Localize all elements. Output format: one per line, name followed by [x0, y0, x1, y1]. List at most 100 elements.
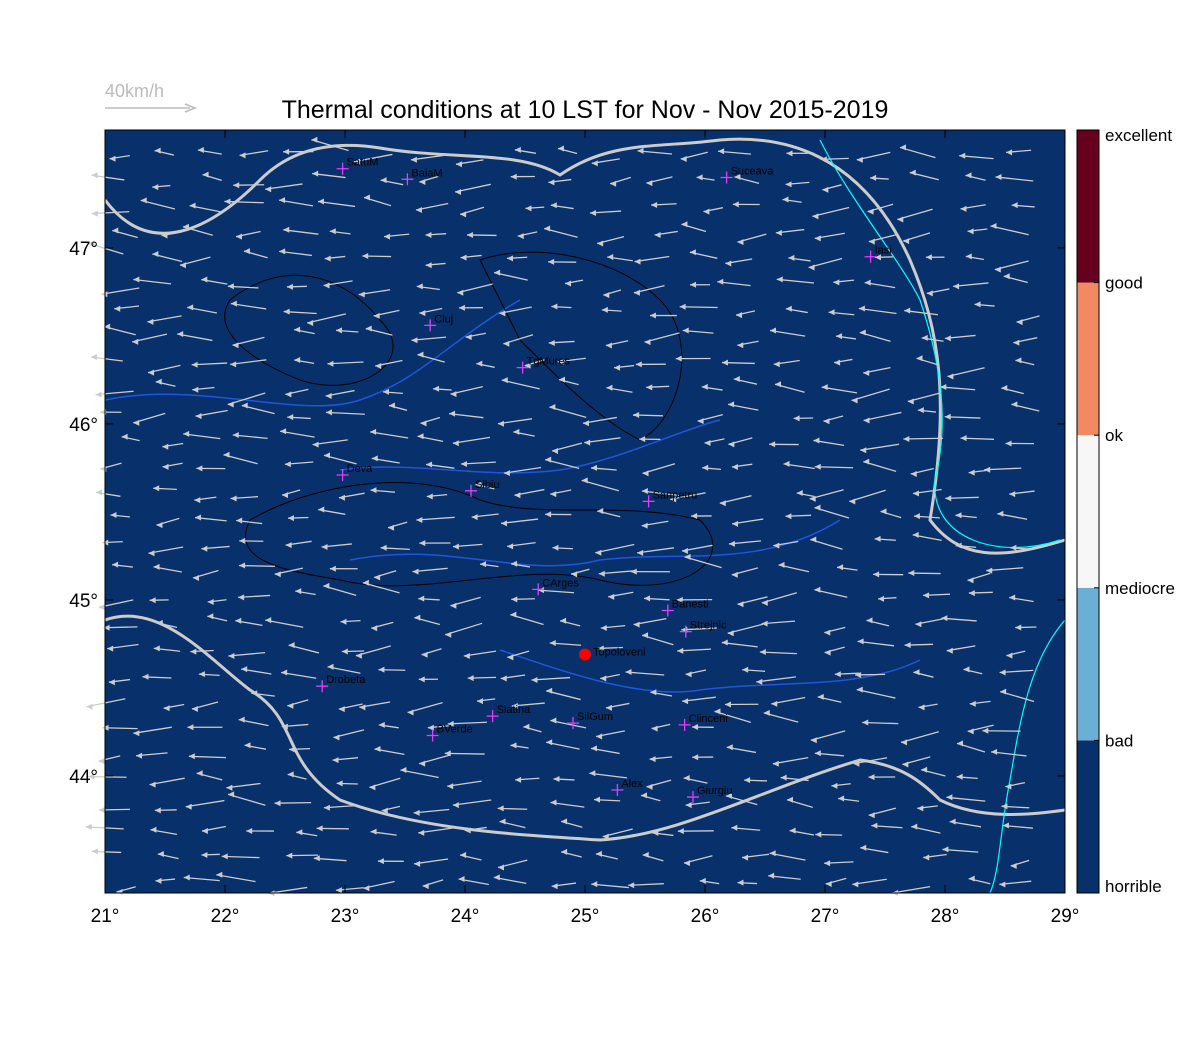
- wind-arrowhead: [411, 337, 418, 344]
- wind-arrowhead: [942, 846, 949, 853]
- wind-arrowhead: [196, 465, 203, 472]
- wind-arrowhead: [742, 666, 749, 673]
- wind-arrowhead: [815, 831, 822, 838]
- wind-arrowhead: [960, 435, 967, 442]
- wind-arrowhead: [732, 201, 739, 208]
- wind-arrowhead: [523, 723, 530, 730]
- wind-arrowhead: [378, 666, 385, 673]
- wind-arrowhead: [500, 675, 507, 682]
- wind-arrowhead: [860, 844, 867, 851]
- wind-arrowhead: [287, 515, 294, 522]
- wind-arrowhead: [228, 652, 235, 659]
- wind-arrowhead: [874, 254, 881, 261]
- wind-arrowhead: [940, 383, 947, 390]
- wind-arrowhead: [282, 492, 289, 499]
- wind-arrowhead: [452, 440, 459, 447]
- wind-arrowhead: [183, 874, 190, 881]
- wind-arrowhead: [644, 595, 651, 602]
- wind-arrowhead: [944, 413, 951, 420]
- wind-arrowhead: [375, 362, 382, 369]
- wind-arrowhead: [121, 433, 128, 440]
- x-tick-label: 25°: [571, 906, 600, 927]
- wind-arrowhead: [955, 512, 962, 519]
- wind-arrowhead: [450, 602, 457, 609]
- wind-arrowhead: [412, 568, 419, 575]
- wind-arrowhead: [921, 334, 928, 341]
- city-label: TgMures: [527, 356, 571, 368]
- wind-arrow: [986, 567, 1024, 572]
- wind-legend-arrowhead: [184, 103, 198, 113]
- wind-arrowhead: [332, 757, 339, 764]
- wind-arrowhead: [549, 404, 556, 411]
- wind-arrowhead: [510, 173, 517, 180]
- wind-arrowhead: [251, 690, 258, 697]
- wind-arrowhead: [1016, 319, 1023, 326]
- wind-arrowhead: [150, 826, 157, 833]
- wind-arrowhead: [546, 739, 553, 746]
- wind-arrowhead: [445, 631, 452, 638]
- wind-arrowhead: [775, 381, 782, 388]
- wind-arrowhead: [868, 812, 875, 819]
- wind-arrowhead: [419, 310, 426, 317]
- wind-arrowhead: [388, 524, 395, 531]
- wind-arrowhead: [1013, 339, 1020, 346]
- wind-arrowhead: [917, 805, 924, 812]
- wind-arrowhead: [101, 291, 108, 298]
- wind-arrowhead: [912, 490, 919, 497]
- wind-arrowhead: [969, 700, 976, 707]
- wind-arrowhead: [354, 158, 361, 165]
- wind-arrowhead: [294, 356, 301, 363]
- wind-arrow: [416, 516, 455, 521]
- city-label: Suceava: [731, 166, 775, 178]
- x-tick-label: 24°: [451, 906, 480, 927]
- wind-arrowhead: [778, 561, 785, 568]
- wind-arrowhead: [452, 543, 459, 550]
- wind-arrowhead: [965, 253, 972, 260]
- wind-arrowhead: [776, 276, 783, 283]
- wind-arrowhead: [1006, 149, 1013, 156]
- wind-arrowhead: [866, 617, 873, 624]
- wind-arrowhead: [909, 169, 916, 176]
- wind-arrowhead: [537, 587, 544, 594]
- wind-arrowhead: [179, 262, 186, 269]
- wind-arrowhead: [907, 398, 914, 405]
- wind-arrowhead: [142, 673, 149, 680]
- wind-arrowhead: [182, 223, 189, 230]
- wind-arrowhead: [321, 544, 328, 551]
- wind-arrowhead: [897, 216, 904, 223]
- wind-arrowhead: [670, 496, 677, 503]
- wind-arrow: [265, 183, 303, 190]
- wind-arrowhead: [550, 717, 557, 724]
- wind-arrowhead: [311, 136, 318, 143]
- wind-arrowhead: [238, 594, 245, 601]
- wind-arrowhead: [744, 777, 751, 784]
- city-marker: [720, 171, 733, 184]
- wind-arrowhead: [458, 876, 465, 883]
- wind-arrowhead: [763, 709, 770, 716]
- wind-arrowhead: [458, 304, 465, 311]
- wind-arrow: [681, 627, 718, 631]
- wind-arrowhead: [545, 456, 552, 463]
- wind-arrowhead: [265, 186, 272, 193]
- wind-arrowhead: [235, 617, 242, 624]
- wind-arrowhead: [681, 221, 688, 228]
- wind-arrow: [444, 752, 485, 755]
- wind-arrowhead: [230, 361, 237, 368]
- wind-arrowhead: [422, 883, 429, 890]
- wind-arrowhead: [85, 823, 92, 830]
- wind-arrow: [857, 640, 895, 647]
- wind-arrowhead: [642, 470, 649, 477]
- wind-arrow: [946, 796, 986, 802]
- wind-arrowhead: [780, 774, 787, 781]
- wind-arrowhead: [571, 571, 578, 578]
- wind-arrowhead: [510, 611, 517, 618]
- border: [104, 614, 1066, 842]
- wind-arrowhead: [476, 360, 483, 367]
- wind-arrowhead: [413, 809, 420, 816]
- wind-arrowhead: [703, 208, 710, 215]
- wind-arrowhead: [959, 152, 966, 159]
- city-marker: [532, 583, 545, 596]
- map-background: [105, 130, 1065, 893]
- wind-arrowhead: [682, 698, 689, 705]
- wind-arrowhead: [734, 173, 741, 180]
